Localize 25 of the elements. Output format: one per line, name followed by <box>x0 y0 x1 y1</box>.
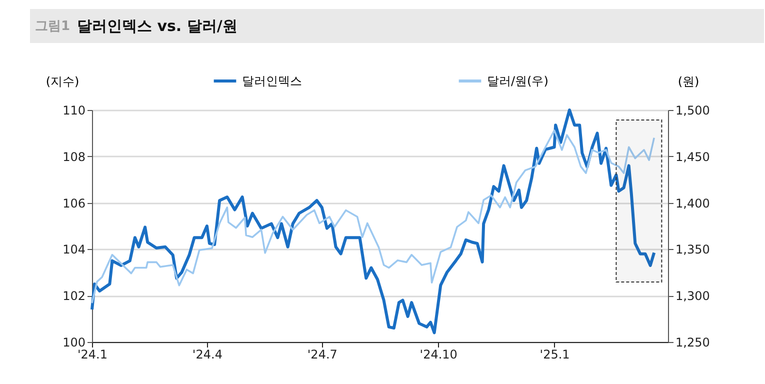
y2-tick-label: 1,250 <box>676 336 710 350</box>
y2-axis-title: (원) <box>678 74 700 88</box>
line-series <box>90 108 656 334</box>
y-tick-label: 100 <box>62 336 86 350</box>
y-tick-label: 106 <box>62 196 86 210</box>
y2-tick-label: 1,500 <box>676 104 710 118</box>
x-tick-label: '24.1 <box>77 348 108 362</box>
y-tick-label: 108 <box>62 150 86 164</box>
y2-tick-label: 1,350 <box>676 242 710 257</box>
y-tick-label: 102 <box>62 289 86 304</box>
y2-tick-label: 1,450 <box>676 150 710 164</box>
y-tick-label: 110 <box>62 104 86 118</box>
caption: 그림1 <box>35 19 70 34</box>
y2-tick-label: 1,400 <box>676 196 710 210</box>
line-series <box>91 130 656 304</box>
y-tick-label: 104 <box>62 242 86 257</box>
y2-tick-label: 1,300 <box>676 289 710 304</box>
y-axis-title: (지수) <box>46 74 80 88</box>
x-tick-label: '24.7 <box>307 348 338 362</box>
legend-label: 달러인덱스 <box>242 74 302 88</box>
x-tick-label: '24.4 <box>192 348 222 362</box>
x-tick-label: '24.10 <box>420 348 458 362</box>
x-tick-label: '25.1 <box>540 348 570 362</box>
legend-label: 달러/원(우) <box>487 74 548 88</box>
chart-title: 달러인덱스 vs. 달러/원 <box>77 17 238 35</box>
